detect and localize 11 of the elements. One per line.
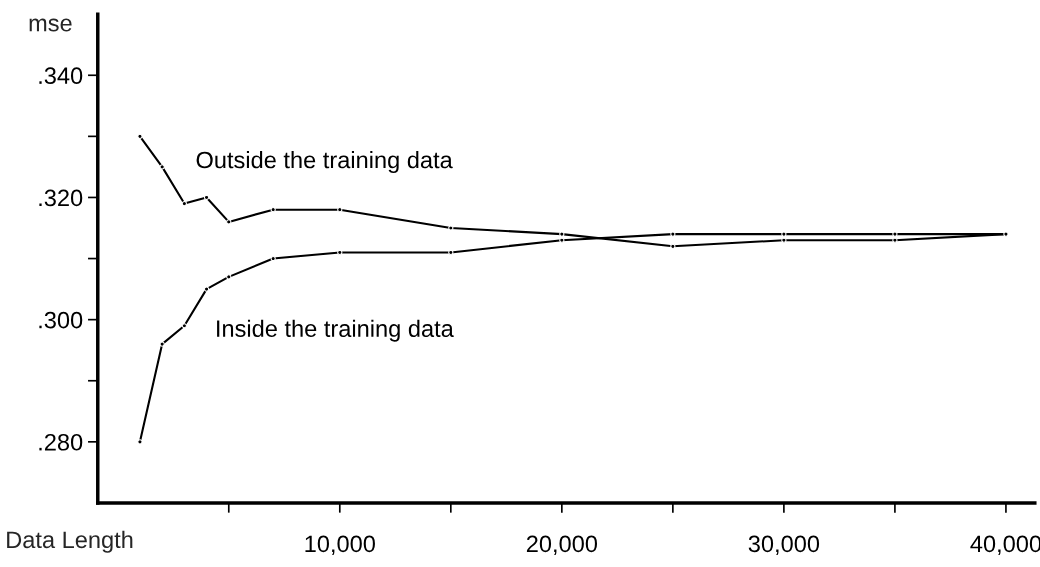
- y-tick-label: .280: [39, 433, 83, 451]
- x-axis-title: Data Length: [7, 530, 133, 553]
- y-tick-label: .320: [39, 189, 83, 207]
- y-tick-label: .340: [39, 67, 83, 85]
- x-tick-label: 20,000: [526, 535, 598, 556]
- series-label: Outside the training data: [196, 151, 453, 174]
- x-tick-label: 30,000: [748, 535, 820, 556]
- y-axis-title: mse: [29, 18, 72, 32]
- y-tick-label: .300: [39, 311, 83, 329]
- x-tick-label: 10,000: [305, 535, 375, 556]
- series-label: Inside the training data: [217, 319, 454, 342]
